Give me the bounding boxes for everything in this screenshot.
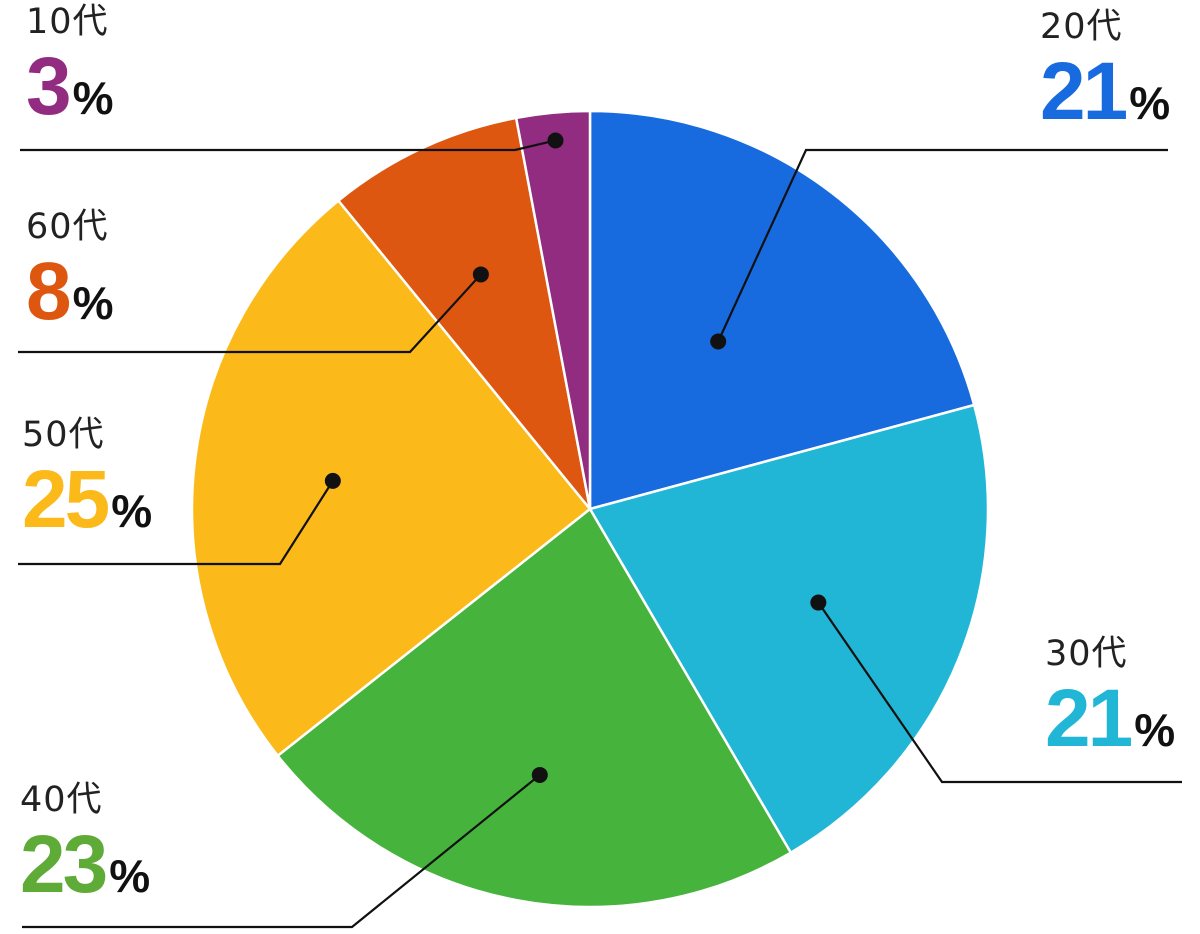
slice-value-number: 21 [1045,673,1133,764]
slice-value-label: 8% [26,251,114,333]
slice-category-label: 40代 [20,780,103,820]
slice-category-label: 20代 [1040,7,1123,47]
slice-label-50代: 50代 25% [22,418,152,541]
leader-line-20代 [717,148,1168,342]
slice-value-number: 3 [26,41,72,132]
pie-slice-60代 [336,116,592,510]
pie-slice-50代 [190,198,592,758]
leader-dot-40代 [531,766,548,783]
slice-value-unit: % [109,850,151,902]
leader-dot-10代 [547,132,564,149]
slice-label-10代: 10代 3% [26,5,114,128]
slice-category-label: 60代 [26,207,109,247]
slice-category-label: 10代 [26,2,109,42]
leader-line-60代 [18,273,482,354]
slice-value-unit: % [111,485,153,537]
leader-line-30代 [817,601,1182,784]
slice-category-label: 50代 [22,415,105,455]
slice-category-label: 30代 [1045,634,1128,674]
pie-slice-40代 [275,507,793,909]
slice-value-number: 25 [22,454,110,545]
leader-line-50代 [18,480,334,566]
slice-value-label: 21% [1045,678,1175,760]
pie-slice-30代 [588,403,990,855]
slice-value-unit: % [72,72,114,124]
pie-slice-10代 [514,109,592,510]
slice-value-label: 25% [22,459,152,541]
slice-value-unit: % [72,277,114,329]
leader-line-10代 [20,139,556,152]
slice-value-unit: % [1134,704,1176,756]
slice-label-30代: 30代 21% [1045,637,1175,760]
pie-slice-20代 [588,109,976,511]
leader-dot-30代 [810,594,827,611]
leader-dot-50代 [324,472,341,489]
slice-label-60代: 60代 8% [26,210,114,333]
slice-value-unit: % [1129,77,1171,129]
slice-label-40代: 40代 23% [20,783,150,906]
slice-value-number: 8 [26,246,72,337]
leader-dot-20代 [710,333,727,350]
slice-value-number: 23 [20,819,108,910]
slice-label-20代: 20代 21% [1040,10,1170,133]
slice-value-number: 21 [1040,46,1128,137]
slice-value-label: 3% [26,46,114,128]
slice-value-label: 21% [1040,51,1170,133]
leader-dot-60代 [472,266,489,283]
slice-value-label: 23% [20,824,150,906]
leader-line-40代 [22,774,541,929]
